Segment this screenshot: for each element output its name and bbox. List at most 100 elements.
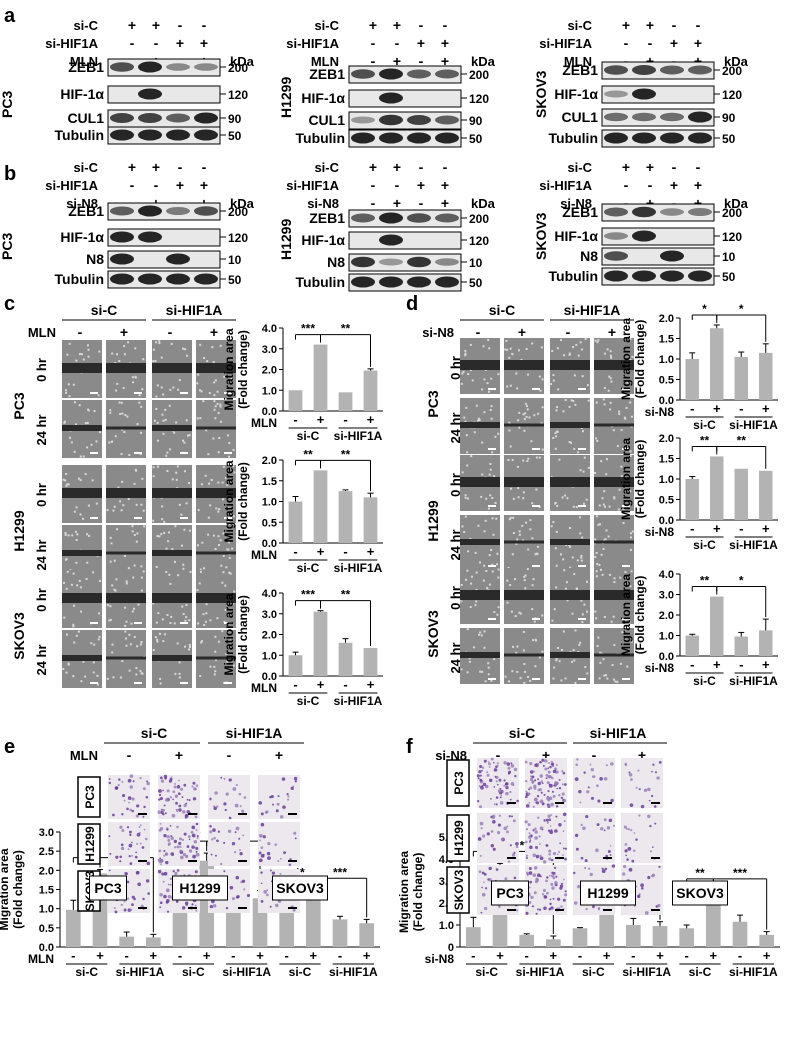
cell-speck: [112, 509, 115, 512]
chart-bar: [363, 497, 378, 543]
chart-y-label: (Fold change): [633, 320, 647, 399]
cell-speck: [507, 459, 510, 462]
blot-sign: +: [646, 195, 654, 211]
cell-speck: [610, 356, 613, 359]
chart-sign: -: [293, 677, 297, 692]
transwell-cell-label: SKOV3: [452, 869, 466, 910]
stained-cell: [175, 808, 179, 812]
blot-row-label: si-HIF1A: [45, 36, 98, 51]
cell-speck: [118, 401, 121, 404]
cell-speck: [162, 393, 165, 396]
stained-cell: [224, 808, 227, 812]
cell-speck: [98, 431, 101, 434]
stained-cell: [195, 828, 198, 831]
stained-cell: [246, 894, 250, 898]
chart-y-tick-label: 2.5: [39, 846, 54, 858]
stained-cell: [494, 775, 497, 778]
stained-cell: [260, 882, 263, 885]
cell-speck: [527, 373, 530, 376]
cell-speck: [527, 548, 530, 551]
stained-cell: [552, 897, 555, 900]
stained-cell: [157, 858, 161, 862]
stained-cell: [625, 854, 628, 857]
cell-speck: [570, 660, 573, 663]
sig-stars: **: [341, 588, 351, 602]
stained-cell: [550, 760, 553, 763]
stained-cell: [119, 825, 123, 829]
cell-speck: [564, 399, 567, 402]
cell-speck: [84, 675, 87, 678]
cell-speck: [611, 664, 614, 667]
scale-bar: [532, 565, 540, 567]
chart-sign: -: [231, 948, 235, 963]
cell-speck: [524, 587, 527, 590]
scale-bar: [603, 802, 612, 804]
cell-speck: [487, 662, 490, 665]
cell-speck: [541, 650, 544, 653]
blot-band-label: Tubulin: [55, 271, 105, 287]
chart-y-tick-label: 4.0: [262, 588, 277, 600]
stained-cell: [484, 887, 488, 890]
cell-speck: [171, 548, 174, 551]
scale-bar: [578, 448, 586, 450]
blot-sign: +: [128, 159, 136, 175]
sig-stars: ***: [333, 865, 347, 879]
cell-speck: [483, 378, 486, 381]
stained-cell: [604, 867, 608, 871]
blot-sign: -: [624, 195, 629, 211]
stained-cell: [590, 796, 595, 800]
cell-speck: [556, 347, 559, 350]
stained-cell: [628, 771, 631, 774]
cell-speck: [176, 642, 179, 645]
stained-cell: [121, 781, 124, 784]
wound-gap: [460, 422, 500, 428]
stained-cell: [585, 815, 589, 819]
stained-cell: [524, 840, 528, 844]
cell-speck: [232, 515, 235, 518]
cell-speck: [200, 641, 203, 644]
cell-speck: [73, 604, 76, 607]
stained-cell: [497, 823, 501, 827]
stained-cell: [524, 820, 528, 824]
wound-sign: +: [120, 324, 128, 340]
cell-speck: [613, 496, 616, 499]
stained-cell: [166, 910, 170, 913]
cell-speck: [554, 502, 557, 505]
blot-row-label: si-N8: [307, 196, 339, 211]
cell-speck: [72, 623, 75, 626]
scale-bar: [651, 857, 660, 859]
cell-speck: [579, 641, 582, 644]
cell-speck: [107, 604, 110, 607]
stained-cell: [115, 786, 119, 790]
stained-cell: [260, 853, 265, 858]
cell-speck: [73, 510, 76, 513]
cell-speck: [221, 581, 224, 584]
cell-speck: [133, 636, 136, 639]
cell-speck: [586, 672, 589, 675]
cell-speck: [552, 379, 555, 382]
transwell-group-label: si-HIF1A: [226, 725, 283, 741]
cell-speck: [531, 342, 534, 345]
stained-cell: [195, 852, 200, 857]
cell-speck: [79, 479, 82, 482]
cell-speck: [72, 383, 75, 386]
cell-speck: [532, 639, 535, 642]
cell-speck: [581, 375, 584, 378]
chart-y-tick-label: 0.5: [659, 495, 674, 507]
stained-cell: [123, 900, 126, 903]
stained-cell: [192, 797, 197, 801]
stained-cell: [128, 830, 132, 834]
chart-group-label: si-C: [182, 965, 205, 979]
stained-cell: [131, 854, 134, 857]
stained-cell: [160, 863, 162, 866]
stained-cell: [135, 814, 140, 818]
cell-speck: [563, 569, 566, 572]
cell-speck: [138, 401, 141, 404]
cell-speck: [527, 675, 530, 678]
cell-speck: [491, 451, 494, 454]
stained-cell: [493, 803, 496, 805]
stained-cell: [162, 880, 165, 883]
cell-speck: [569, 441, 572, 444]
wound-gap: [550, 652, 590, 658]
blot-sign: -: [371, 53, 376, 69]
